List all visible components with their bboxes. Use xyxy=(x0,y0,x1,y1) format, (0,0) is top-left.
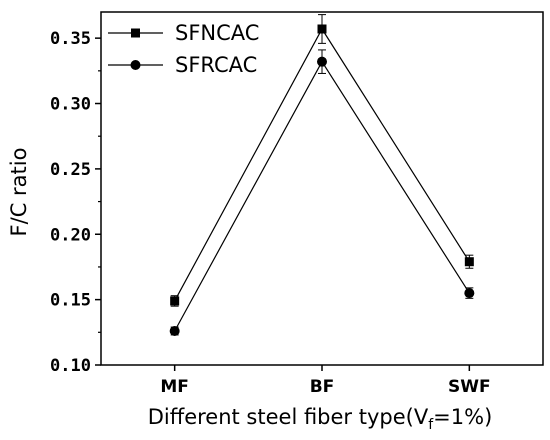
legend-label-sfncac: SFNCAC xyxy=(175,21,259,45)
legend-label-sfrcac: SFRCAC xyxy=(175,53,257,77)
x-axis-title-subscript: f xyxy=(428,417,434,433)
x-tick-label: SWF xyxy=(448,377,491,397)
data-point xyxy=(169,326,180,337)
data-point xyxy=(317,56,327,67)
series-sfncac xyxy=(170,14,474,307)
x-axis-title-suffix: =1%) xyxy=(433,405,492,429)
y-tick-label: 0.35 xyxy=(50,29,91,49)
y-tick-label: 0.10 xyxy=(50,356,91,376)
series-layer xyxy=(169,14,475,337)
series-sfrcac xyxy=(169,49,475,337)
x-axis-title-main: Different steel fiber type(V xyxy=(148,405,429,429)
series-line-sfrcac xyxy=(174,60,470,332)
data-point xyxy=(464,257,474,267)
x-tick-label: BF xyxy=(310,377,335,397)
x-axis-title: Different steel fiber type(Vf=1%) xyxy=(148,405,493,433)
axis-ticks: 0.10 0.15 0.20 0.25 0.30 0.35 MF BF SWF xyxy=(50,29,491,397)
y-tick-label: 0.20 xyxy=(50,225,91,245)
y-tick-label: 0.25 xyxy=(50,160,91,180)
data-point xyxy=(317,24,327,34)
x-tick-label: MF xyxy=(160,377,189,397)
y-tick-label: 0.30 xyxy=(50,95,91,115)
legend: SFNCAC SFRCAC xyxy=(108,21,259,77)
legend-marker-sfncac xyxy=(131,28,140,38)
data-point xyxy=(464,288,475,299)
y-axis-title: F/C ratio xyxy=(7,148,31,237)
data-point xyxy=(170,296,180,306)
y-tick-label: 0.15 xyxy=(50,291,91,311)
legend-marker-sfrcac xyxy=(130,60,141,70)
